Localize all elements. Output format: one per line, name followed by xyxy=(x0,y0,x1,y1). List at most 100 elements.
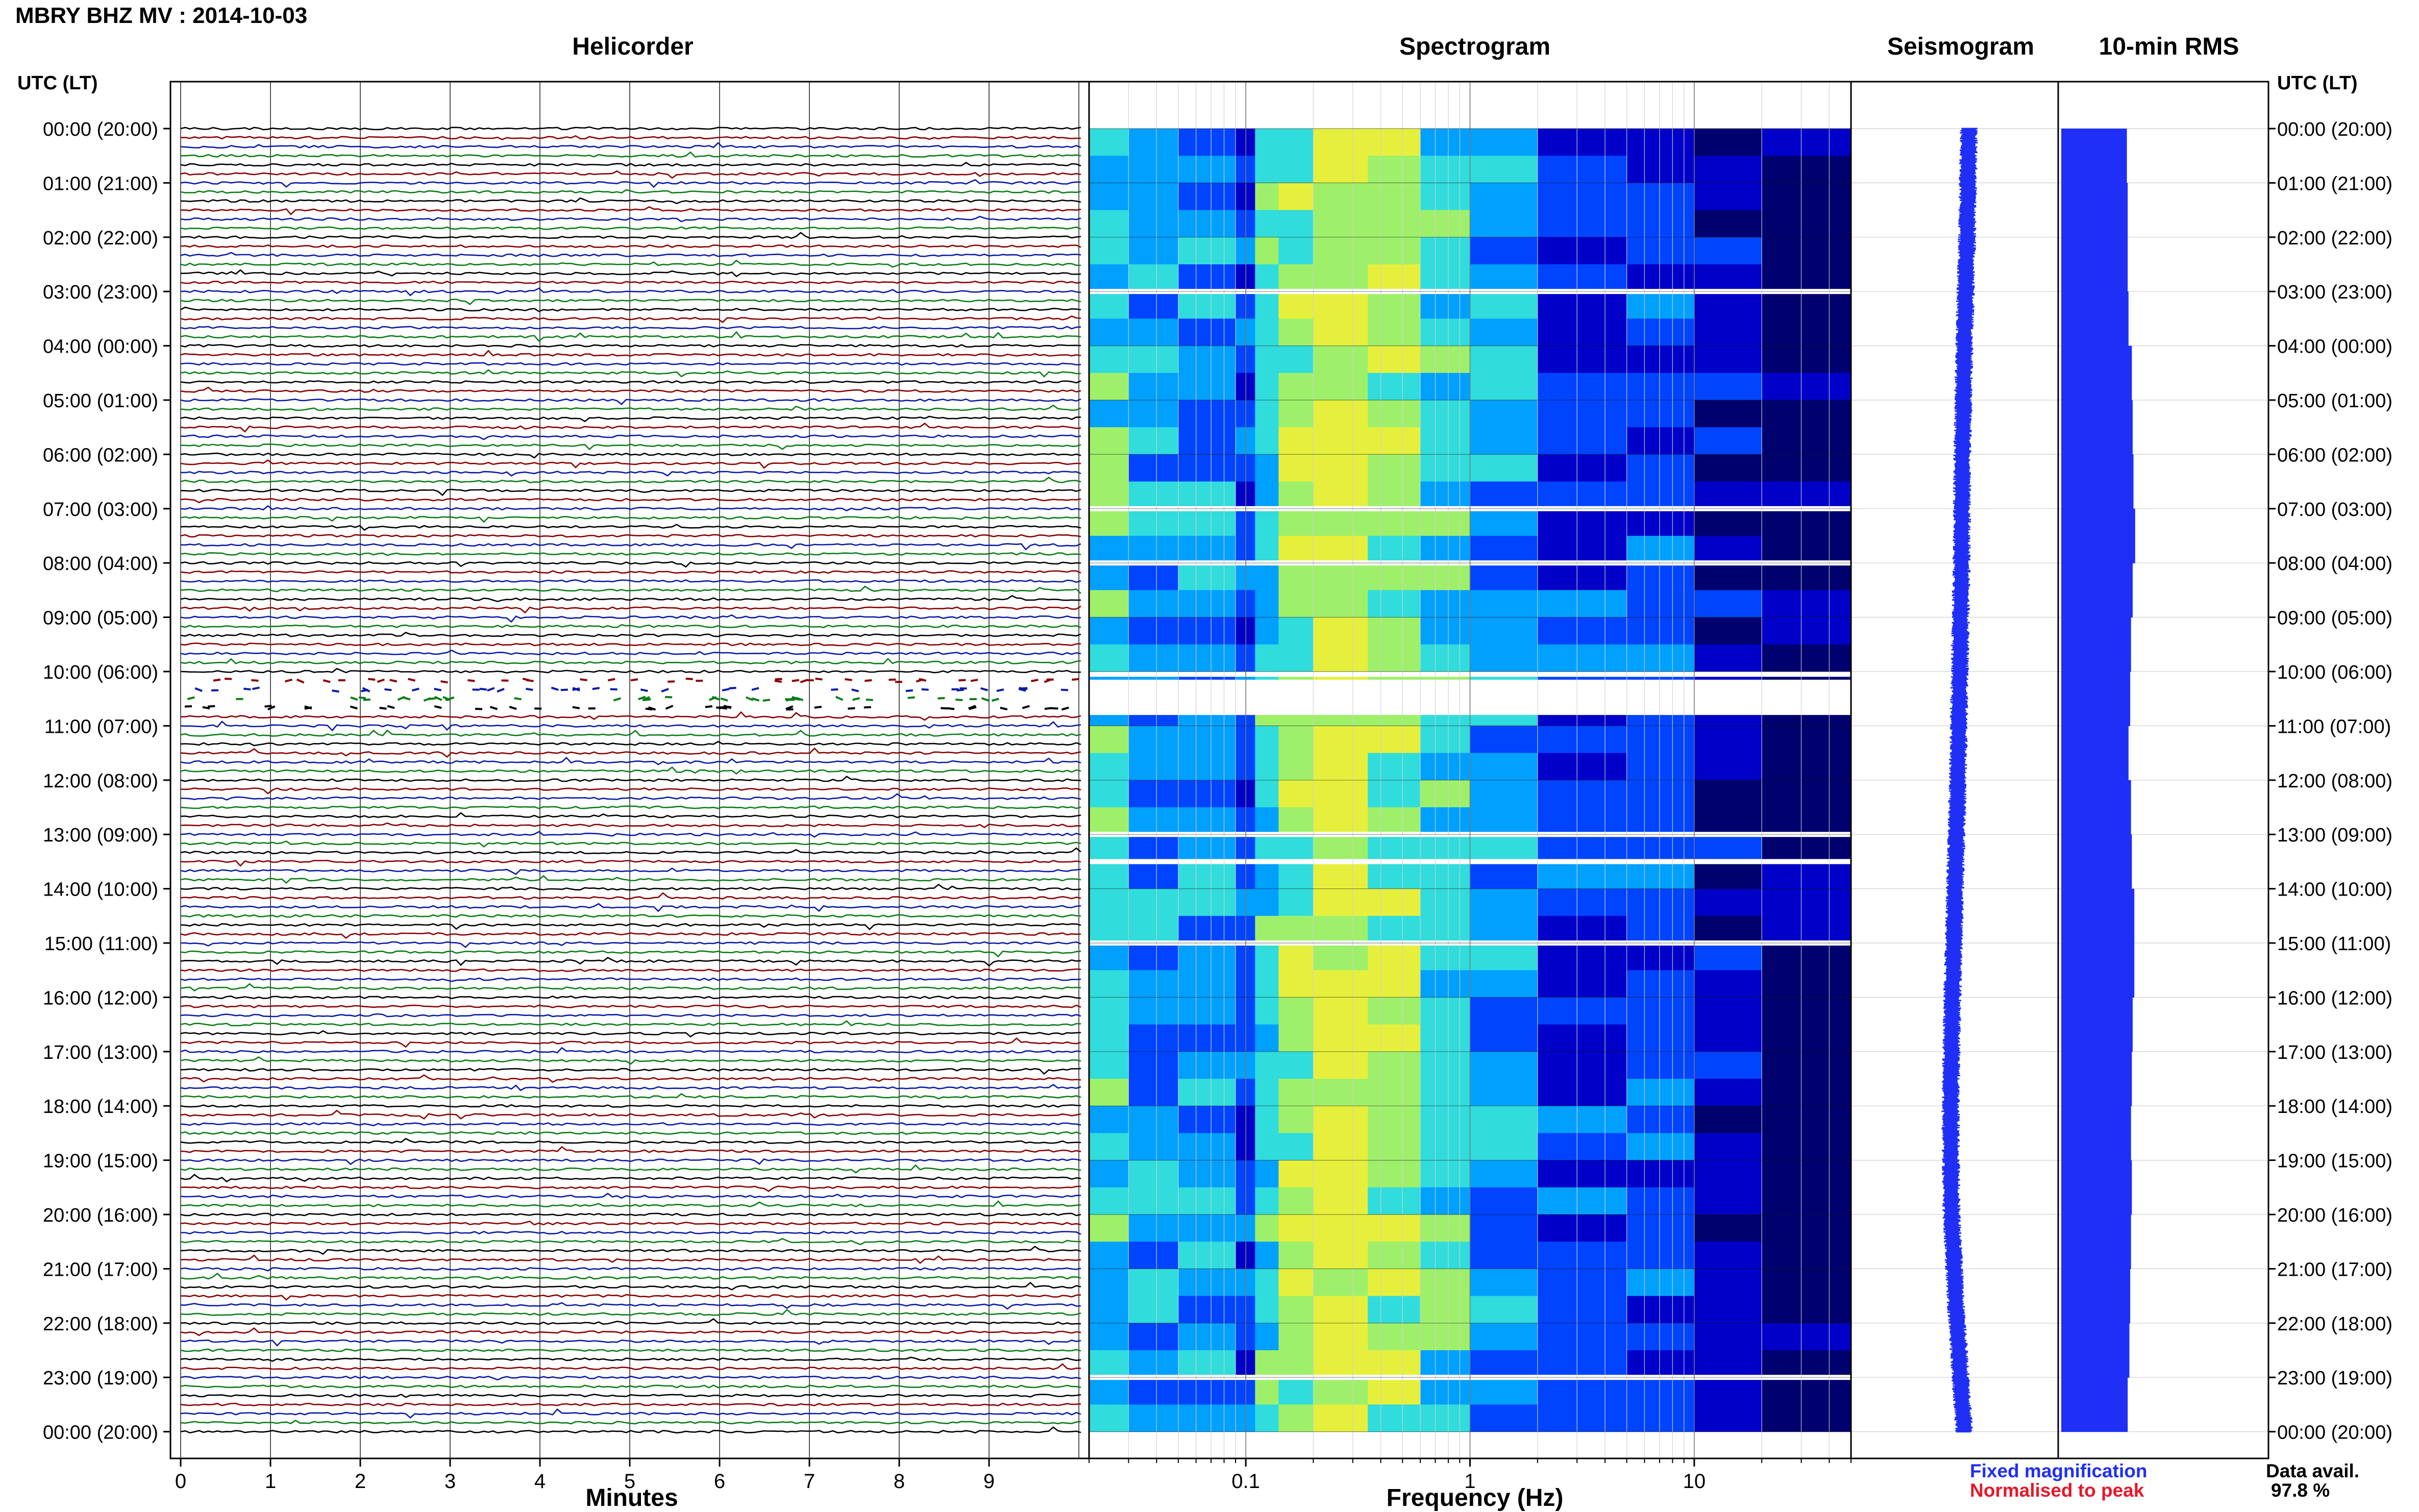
spectrogram-cell xyxy=(1313,1323,1368,1351)
spectrogram-cell xyxy=(1537,237,1627,265)
trace-dash xyxy=(921,688,929,691)
helicorder-trace xyxy=(180,1348,1081,1352)
spectrogram-cell xyxy=(1255,644,1279,672)
helicorder-trace xyxy=(180,1419,1081,1425)
spectrogram-cell xyxy=(1089,943,1129,971)
spectrogram-cell xyxy=(1255,454,1279,482)
data-availability-label: Data avail. xyxy=(2266,1460,2360,1481)
spectrogram-cell xyxy=(1313,1242,1368,1269)
spectrogram-cell xyxy=(1420,536,1470,563)
helicorder-trace xyxy=(180,398,1081,405)
spectrogram-cell xyxy=(1470,807,1538,835)
spectrogram-cell xyxy=(1420,508,1470,536)
helicorder-trace xyxy=(180,380,1081,384)
spectrogram-cell xyxy=(1313,1214,1368,1242)
spectrogram-cell xyxy=(1368,807,1421,835)
spectrogram-cell xyxy=(1089,454,1129,482)
helicorder-trace xyxy=(180,1047,1081,1054)
trace-dash xyxy=(368,678,376,681)
spectrogram-cell xyxy=(1762,1187,1852,1215)
spectrogram-cell xyxy=(1089,373,1129,401)
spectrogram-cell xyxy=(1626,970,1695,998)
trace-dash xyxy=(835,696,844,701)
spectrogram-cell xyxy=(1178,237,1236,265)
trace-dash xyxy=(851,688,859,692)
spectrogram-cell xyxy=(1089,726,1129,754)
helicorder-trace xyxy=(180,721,1081,732)
helicorder-trace xyxy=(180,1375,1081,1381)
spectrogram-cell xyxy=(1470,644,1538,672)
utc-tick-label: 11:00 (07:00) xyxy=(2277,716,2391,737)
utc-tick-label: 13:00 (09:00) xyxy=(43,825,158,846)
helicorder-trace xyxy=(180,386,1081,393)
helicorder-trace xyxy=(180,306,1081,312)
helicorder-trace xyxy=(180,1339,1081,1347)
spectrogram-cell xyxy=(1178,1079,1236,1106)
spectrogram-cell xyxy=(1694,644,1762,672)
spectrogram-cell xyxy=(1368,1160,1421,1188)
trace-dash xyxy=(509,706,517,710)
rms-border xyxy=(2057,81,2269,1459)
spectrogram-cell xyxy=(1313,1024,1368,1052)
spectrogram-cell xyxy=(1255,943,1279,971)
spectrogram-cell xyxy=(1278,563,1314,590)
spectrogram-cell xyxy=(1762,1377,1852,1405)
station-title: MBRY BHZ MV : 2014-10-03 xyxy=(15,3,308,28)
helicorder-trace xyxy=(180,534,1081,538)
helicorder-trace xyxy=(180,452,1081,459)
spectrogram-cell xyxy=(1178,264,1236,292)
trace-dash xyxy=(526,687,533,691)
trace-dash xyxy=(497,688,505,693)
spectrogram-cell xyxy=(1313,915,1368,944)
spectrogram-cell xyxy=(1178,427,1236,455)
spectrogram-cell xyxy=(1313,210,1368,238)
utc-tick-label: 18:00 (14:00) xyxy=(2277,1096,2392,1118)
spectrogram-cell xyxy=(1313,237,1368,265)
spectrogram-cell xyxy=(1278,1269,1314,1297)
spectrogram-cell xyxy=(1178,183,1236,211)
spectrogram-cell xyxy=(1694,1133,1762,1161)
spectrogram-cell xyxy=(1089,997,1129,1025)
spectrogram-cell xyxy=(1626,1106,1695,1133)
trace-dash xyxy=(638,696,646,701)
spectrogram-cell xyxy=(1313,373,1368,401)
spectrogram-cell xyxy=(1420,834,1470,862)
helicorder-trace xyxy=(180,443,1081,451)
spectrogram-cell xyxy=(1762,807,1852,835)
trace-dash xyxy=(572,687,580,691)
spectrogram-cell xyxy=(1368,1377,1421,1405)
spectrogram-cell xyxy=(1178,1296,1236,1324)
spectrogram-cell xyxy=(1128,454,1179,482)
spectrogram-cell xyxy=(1694,156,1762,183)
spectrogram-cell xyxy=(1537,888,1627,916)
spectrogram-cell xyxy=(1694,753,1762,781)
spectrogram-cell xyxy=(1470,780,1538,808)
spectrogram-cell xyxy=(1255,264,1279,292)
trace-dash xyxy=(202,706,210,710)
utc-tick-label: 23:00 (19:00) xyxy=(43,1368,158,1389)
spectrogram-cell xyxy=(1694,183,1762,211)
helicorder-trace xyxy=(180,287,1081,296)
spectrogram-cell xyxy=(1762,834,1852,862)
spectrogram-cell xyxy=(1626,508,1695,536)
trace-dash xyxy=(379,706,387,710)
spectrogram-cell xyxy=(1470,508,1538,536)
helicorder-trace xyxy=(180,867,1081,875)
spectrogram-cell xyxy=(1470,373,1538,401)
spectrogram-cell xyxy=(1178,373,1236,401)
spectrogram-cell xyxy=(1626,373,1695,401)
rms-bar xyxy=(2061,345,2132,401)
utc-tick-label: 15:00 (11:00) xyxy=(2277,933,2391,955)
spectrogram-cell xyxy=(1313,264,1368,292)
spectrogram-cell xyxy=(1470,997,1538,1025)
spectrogram-cell xyxy=(1089,1079,1129,1106)
spectrogram-cell xyxy=(1694,726,1762,754)
spectrogram-cell xyxy=(1313,1106,1368,1133)
spectrogram-cell xyxy=(1178,1133,1236,1161)
trace-dash xyxy=(661,688,669,692)
spectrogram-cell xyxy=(1278,1214,1314,1242)
spectrogram-cell xyxy=(1420,1214,1470,1242)
helicorder-trace xyxy=(180,1093,1081,1100)
helicorder-trace xyxy=(180,179,1081,188)
